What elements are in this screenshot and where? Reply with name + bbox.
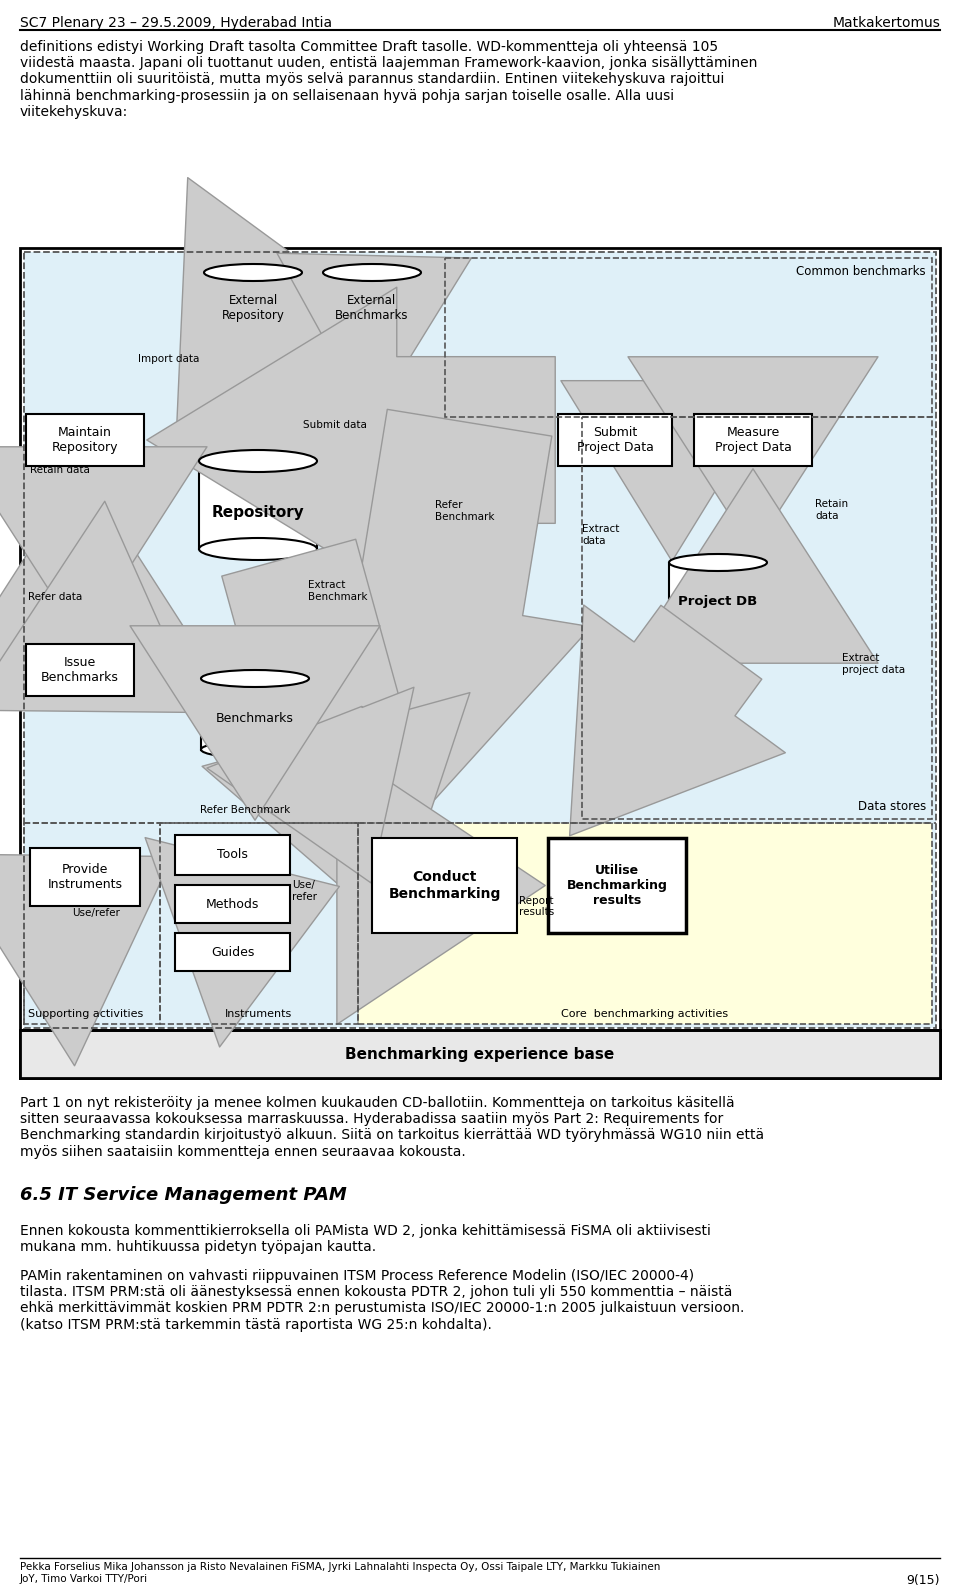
FancyBboxPatch shape (26, 414, 144, 467)
Text: Report
results: Report results (519, 895, 554, 918)
Text: Measure
Project Data: Measure Project Data (714, 425, 791, 454)
Text: Data stores: Data stores (857, 800, 926, 812)
Text: Issue
Benchmarks: Issue Benchmarks (41, 656, 119, 683)
Text: Common benchmarks: Common benchmarks (797, 264, 926, 279)
FancyBboxPatch shape (24, 252, 936, 1027)
FancyBboxPatch shape (358, 824, 932, 1024)
Ellipse shape (201, 741, 309, 758)
Ellipse shape (199, 449, 317, 472)
Text: Supporting activities: Supporting activities (28, 1008, 143, 1020)
FancyBboxPatch shape (548, 838, 686, 933)
FancyBboxPatch shape (558, 414, 672, 467)
Text: Provide
Instruments: Provide Instruments (47, 863, 123, 890)
Text: Utilise
Benchmarking
results: Utilise Benchmarking results (566, 863, 667, 906)
Text: Refer data: Refer data (28, 593, 83, 602)
Text: Retain
data: Retain data (815, 499, 848, 521)
Text: Extract
Benchmark: Extract Benchmark (308, 580, 368, 602)
Text: Conduct
Benchmarking: Conduct Benchmarking (388, 870, 501, 900)
Text: Retain data: Retain data (30, 465, 90, 475)
Text: Benchmarking experience base: Benchmarking experience base (346, 1047, 614, 1061)
FancyBboxPatch shape (199, 460, 317, 550)
Text: definitions edistyi Working Draft tasolta Committee Draft tasolle. WD-kommenttej: definitions edistyi Working Draft tasolt… (20, 40, 757, 119)
Text: 9(15): 9(15) (906, 1574, 940, 1587)
FancyBboxPatch shape (175, 886, 290, 922)
Text: Project DB: Project DB (679, 594, 757, 607)
Text: Extract
data: Extract data (582, 524, 619, 545)
Text: Import data: Import data (138, 354, 200, 363)
Text: Extract
project data: Extract project data (842, 653, 905, 674)
Text: Guides: Guides (211, 946, 254, 959)
Text: Submit
Project Data: Submit Project Data (577, 425, 654, 454)
Text: Methods: Methods (205, 897, 259, 911)
Ellipse shape (669, 621, 767, 639)
Ellipse shape (199, 538, 317, 561)
Text: Pekka Forselius Mika Johansson ja Risto Nevalainen FiSMA, Jyrki Lahnalahti Inspe: Pekka Forselius Mika Johansson ja Risto … (20, 1563, 660, 1583)
Text: Use/refer: Use/refer (72, 908, 120, 918)
Text: Repository: Repository (211, 505, 304, 521)
FancyBboxPatch shape (175, 835, 290, 875)
Text: 6.5 IT Service Management PAM: 6.5 IT Service Management PAM (20, 1187, 347, 1204)
Text: Refer
Benchmark: Refer Benchmark (435, 500, 494, 521)
FancyBboxPatch shape (24, 824, 160, 1024)
FancyBboxPatch shape (204, 272, 302, 333)
Ellipse shape (323, 325, 421, 342)
FancyBboxPatch shape (20, 249, 940, 1078)
Text: PAMin rakentaminen on vahvasti riippuvainen ITSM Process Reference Modelin (ISO/: PAMin rakentaminen on vahvasti riippuvai… (20, 1270, 744, 1332)
Text: Maintain
Repository: Maintain Repository (52, 425, 118, 454)
Text: Ennen kokousta kommenttikierroksella oli PAMista WD 2, jonka kehittämisessä FiSM: Ennen kokousta kommenttikierroksella oli… (20, 1223, 710, 1254)
Ellipse shape (669, 554, 767, 570)
Text: Refer Benchmark: Refer Benchmark (200, 804, 290, 816)
Ellipse shape (323, 264, 421, 280)
FancyBboxPatch shape (20, 1031, 940, 1078)
Text: Use/
refer: Use/ refer (292, 879, 317, 902)
Text: Part 1 on nyt rekisteröity ja menee kolmen kuukauden CD-ballotiin. Kommentteja o: Part 1 on nyt rekisteröity ja menee kolm… (20, 1096, 764, 1158)
Text: Core  benchmarking activities: Core benchmarking activities (562, 1008, 729, 1020)
FancyBboxPatch shape (694, 414, 812, 467)
FancyBboxPatch shape (30, 847, 140, 906)
Text: Matkakertomus: Matkakertomus (832, 16, 940, 30)
Ellipse shape (204, 325, 302, 342)
Text: Benchmarks: Benchmarks (216, 712, 294, 725)
Text: External
Repository: External Repository (222, 295, 284, 322)
Text: Instruments: Instruments (226, 1008, 293, 1020)
Text: Submit data: Submit data (303, 421, 367, 430)
FancyBboxPatch shape (175, 933, 290, 972)
Ellipse shape (201, 671, 309, 687)
FancyBboxPatch shape (323, 272, 421, 333)
Text: Tools: Tools (217, 849, 248, 862)
FancyBboxPatch shape (201, 679, 309, 749)
FancyBboxPatch shape (26, 644, 134, 696)
Text: External
Benchmarks: External Benchmarks (335, 295, 409, 322)
FancyBboxPatch shape (372, 838, 517, 933)
Ellipse shape (204, 264, 302, 280)
FancyBboxPatch shape (669, 562, 767, 629)
Text: SC7 Plenary 23 – 29.5.2009, Hyderabad Intia: SC7 Plenary 23 – 29.5.2009, Hyderabad In… (20, 16, 332, 30)
